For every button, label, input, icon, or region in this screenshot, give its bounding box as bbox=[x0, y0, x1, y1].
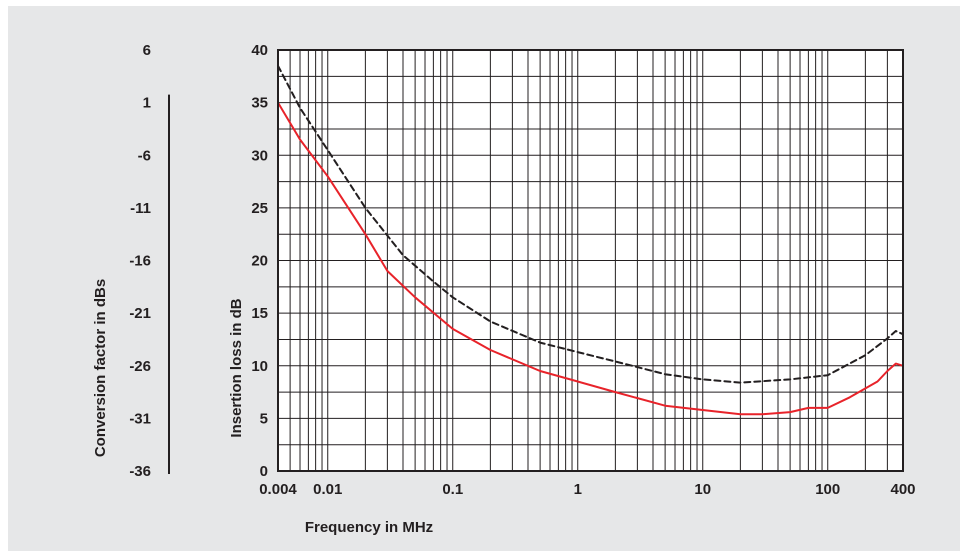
secondary-y-tick-label: -26 bbox=[129, 358, 151, 375]
y-tick-label: 30 bbox=[251, 147, 268, 164]
insertion-loss-chart: 0.004 0.01 0.1 1 10 100 400 0 5 10 15 20 25 30 35 40 6 1 -… bbox=[92, 42, 916, 536]
y-tick-label: 0 bbox=[260, 463, 268, 480]
secondary-y-tick-label: 1 bbox=[143, 95, 151, 112]
y-tick-label: 40 bbox=[251, 42, 268, 59]
axis-layer: 0.004 0.01 0.1 1 10 100 400 0 5 10 15 20 25 30 35 40 6 1 -… bbox=[129, 42, 915, 498]
secondary-y-tick-label: 6 bbox=[143, 42, 151, 59]
y-tick-label: 25 bbox=[251, 200, 268, 217]
secondary-y-tick-label: -11 bbox=[130, 200, 151, 217]
x-tick-label: 10 bbox=[694, 481, 711, 498]
series-layer bbox=[277, 64, 904, 416]
y-tick-label: 10 bbox=[251, 358, 268, 375]
y-tick-label: 15 bbox=[251, 305, 268, 322]
x-tick-label: 0.01 bbox=[313, 481, 342, 498]
x-tick-label: 400 bbox=[890, 481, 915, 498]
secondary-y-tick-label: -6 bbox=[138, 147, 151, 164]
y-tick-label: 20 bbox=[251, 253, 268, 270]
secondary-y-tick-label: -36 bbox=[129, 463, 151, 480]
x-tick-label: 0.1 bbox=[442, 481, 463, 498]
chart-panel: 0.004 0.01 0.1 1 10 100 400 0 5 10 15 20 25 30 35 40 6 1 -… bbox=[8, 6, 960, 551]
dashed-series-line bbox=[277, 64, 904, 384]
secondary-y-tick-label: -16 bbox=[129, 253, 151, 270]
y-axis-label: Insertion loss in dB bbox=[228, 298, 245, 437]
red-series-line bbox=[277, 101, 904, 416]
x-axis-label: Frequency in MHz bbox=[305, 519, 433, 536]
x-tick-label: 0.004 bbox=[259, 481, 297, 498]
plot-frame bbox=[277, 49, 904, 472]
secondary-y-tick-label: -21 bbox=[129, 305, 151, 322]
x-tick-label: 100 bbox=[815, 481, 840, 498]
y-tick-label: 5 bbox=[260, 410, 268, 427]
secondary-y-axis-label: Conversion factor in dBs bbox=[92, 279, 109, 457]
secondary-y-tick-label: -31 bbox=[129, 410, 151, 427]
x-tick-label: 1 bbox=[574, 481, 582, 498]
y-tick-label: 35 bbox=[251, 95, 268, 112]
